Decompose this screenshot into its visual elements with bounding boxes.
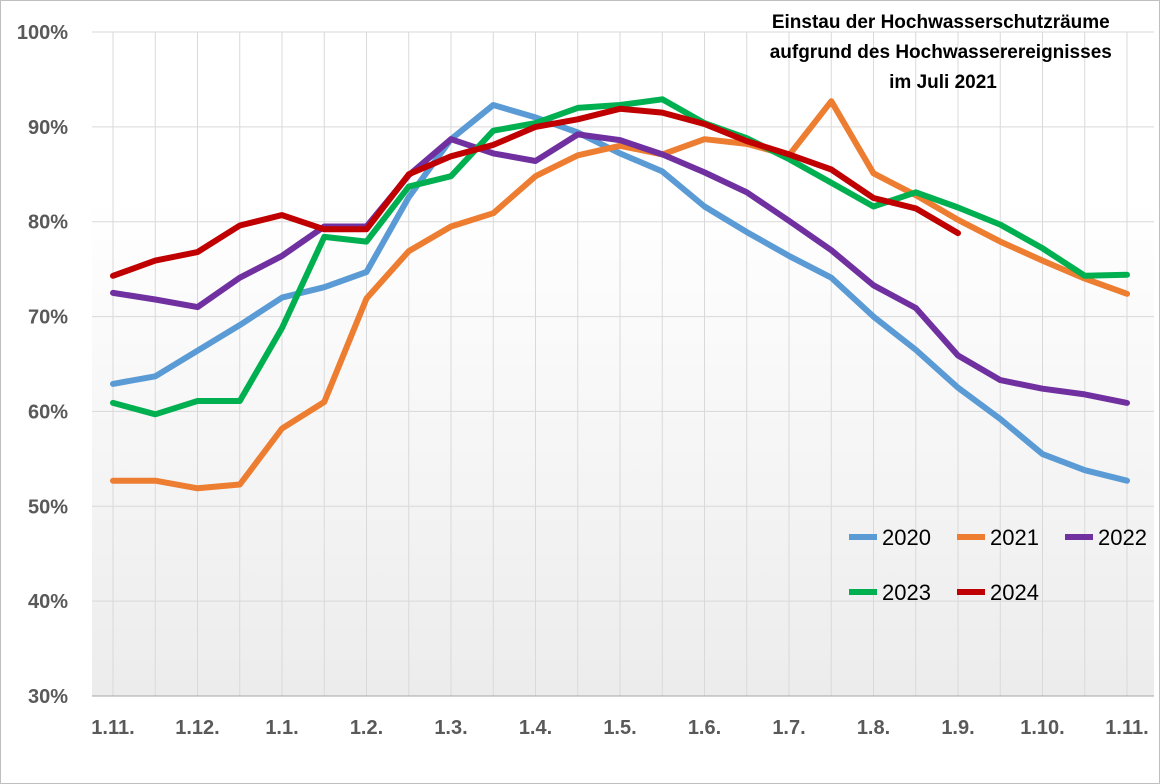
series-line-2020: [110, 102, 1130, 484]
x-tick-label: 1.9.: [941, 717, 974, 739]
x-tick-label: 1.12.: [175, 717, 219, 739]
y-tick-label: 40%: [28, 591, 68, 613]
x-tick-label: 1.6.: [688, 717, 721, 739]
x-tick-label: 1.10.: [1020, 717, 1064, 739]
series-line-2022: [110, 131, 1130, 406]
y-tick-label: 100%: [17, 22, 68, 44]
y-tick-label: 60%: [28, 401, 68, 423]
chart-title-line-3: im Juli 2021: [889, 72, 997, 93]
y-tick-label: 50%: [28, 496, 68, 518]
legend-label-2021: 2021: [990, 525, 1039, 550]
legend-label-2020: 2020: [882, 525, 931, 550]
y-tick-label: 90%: [28, 117, 68, 139]
chart-title-line-2: aufgrund des Hochwasserereignisses: [770, 42, 1112, 63]
y-axis: 30% 40% 50% 60% 70% 80% 90% 100%: [17, 22, 68, 708]
x-tick-label: 1.4.: [519, 717, 552, 739]
y-tick-label: 30%: [28, 686, 68, 708]
x-tick-label: 1.11.: [1105, 717, 1148, 739]
series-line-2023: [110, 96, 1130, 418]
y-tick-label: 80%: [28, 212, 68, 234]
series-group: [110, 96, 1130, 492]
chart-legend: 2020 2021 2022 2023 2024: [849, 525, 1147, 605]
horizontal-gridlines: [92, 31, 1154, 697]
x-tick-label: 1.5.: [603, 717, 636, 739]
series-line-2021: [110, 98, 1130, 492]
x-tick-label: 1.3.: [434, 717, 467, 739]
y-tick-label: 70%: [28, 307, 68, 329]
legend-label-2022: 2022: [1098, 525, 1147, 550]
x-tick-label: 1.1.: [265, 717, 298, 739]
series-line-2024: [110, 105, 961, 279]
chart-title-line-1: Einstau der Hochwasserschutzräume: [772, 12, 1110, 33]
x-tick-label: 1.2.: [350, 717, 383, 739]
legend-label-2024: 2024: [990, 580, 1039, 605]
x-tick-label: 1.11.: [91, 717, 134, 739]
chart-title: Einstau der Hochwasserschutzräume aufgru…: [770, 12, 1117, 93]
legend-label-2023: 2023: [882, 580, 931, 605]
x-axis: 1.11. 1.12. 1.1. 1.2. 1.3. 1.4. 1.5. 1.6. 1.7. 1.…: [91, 717, 1148, 739]
x-tick-label: 1.8.: [857, 717, 890, 739]
x-tick-label: 1.7.: [772, 717, 805, 739]
